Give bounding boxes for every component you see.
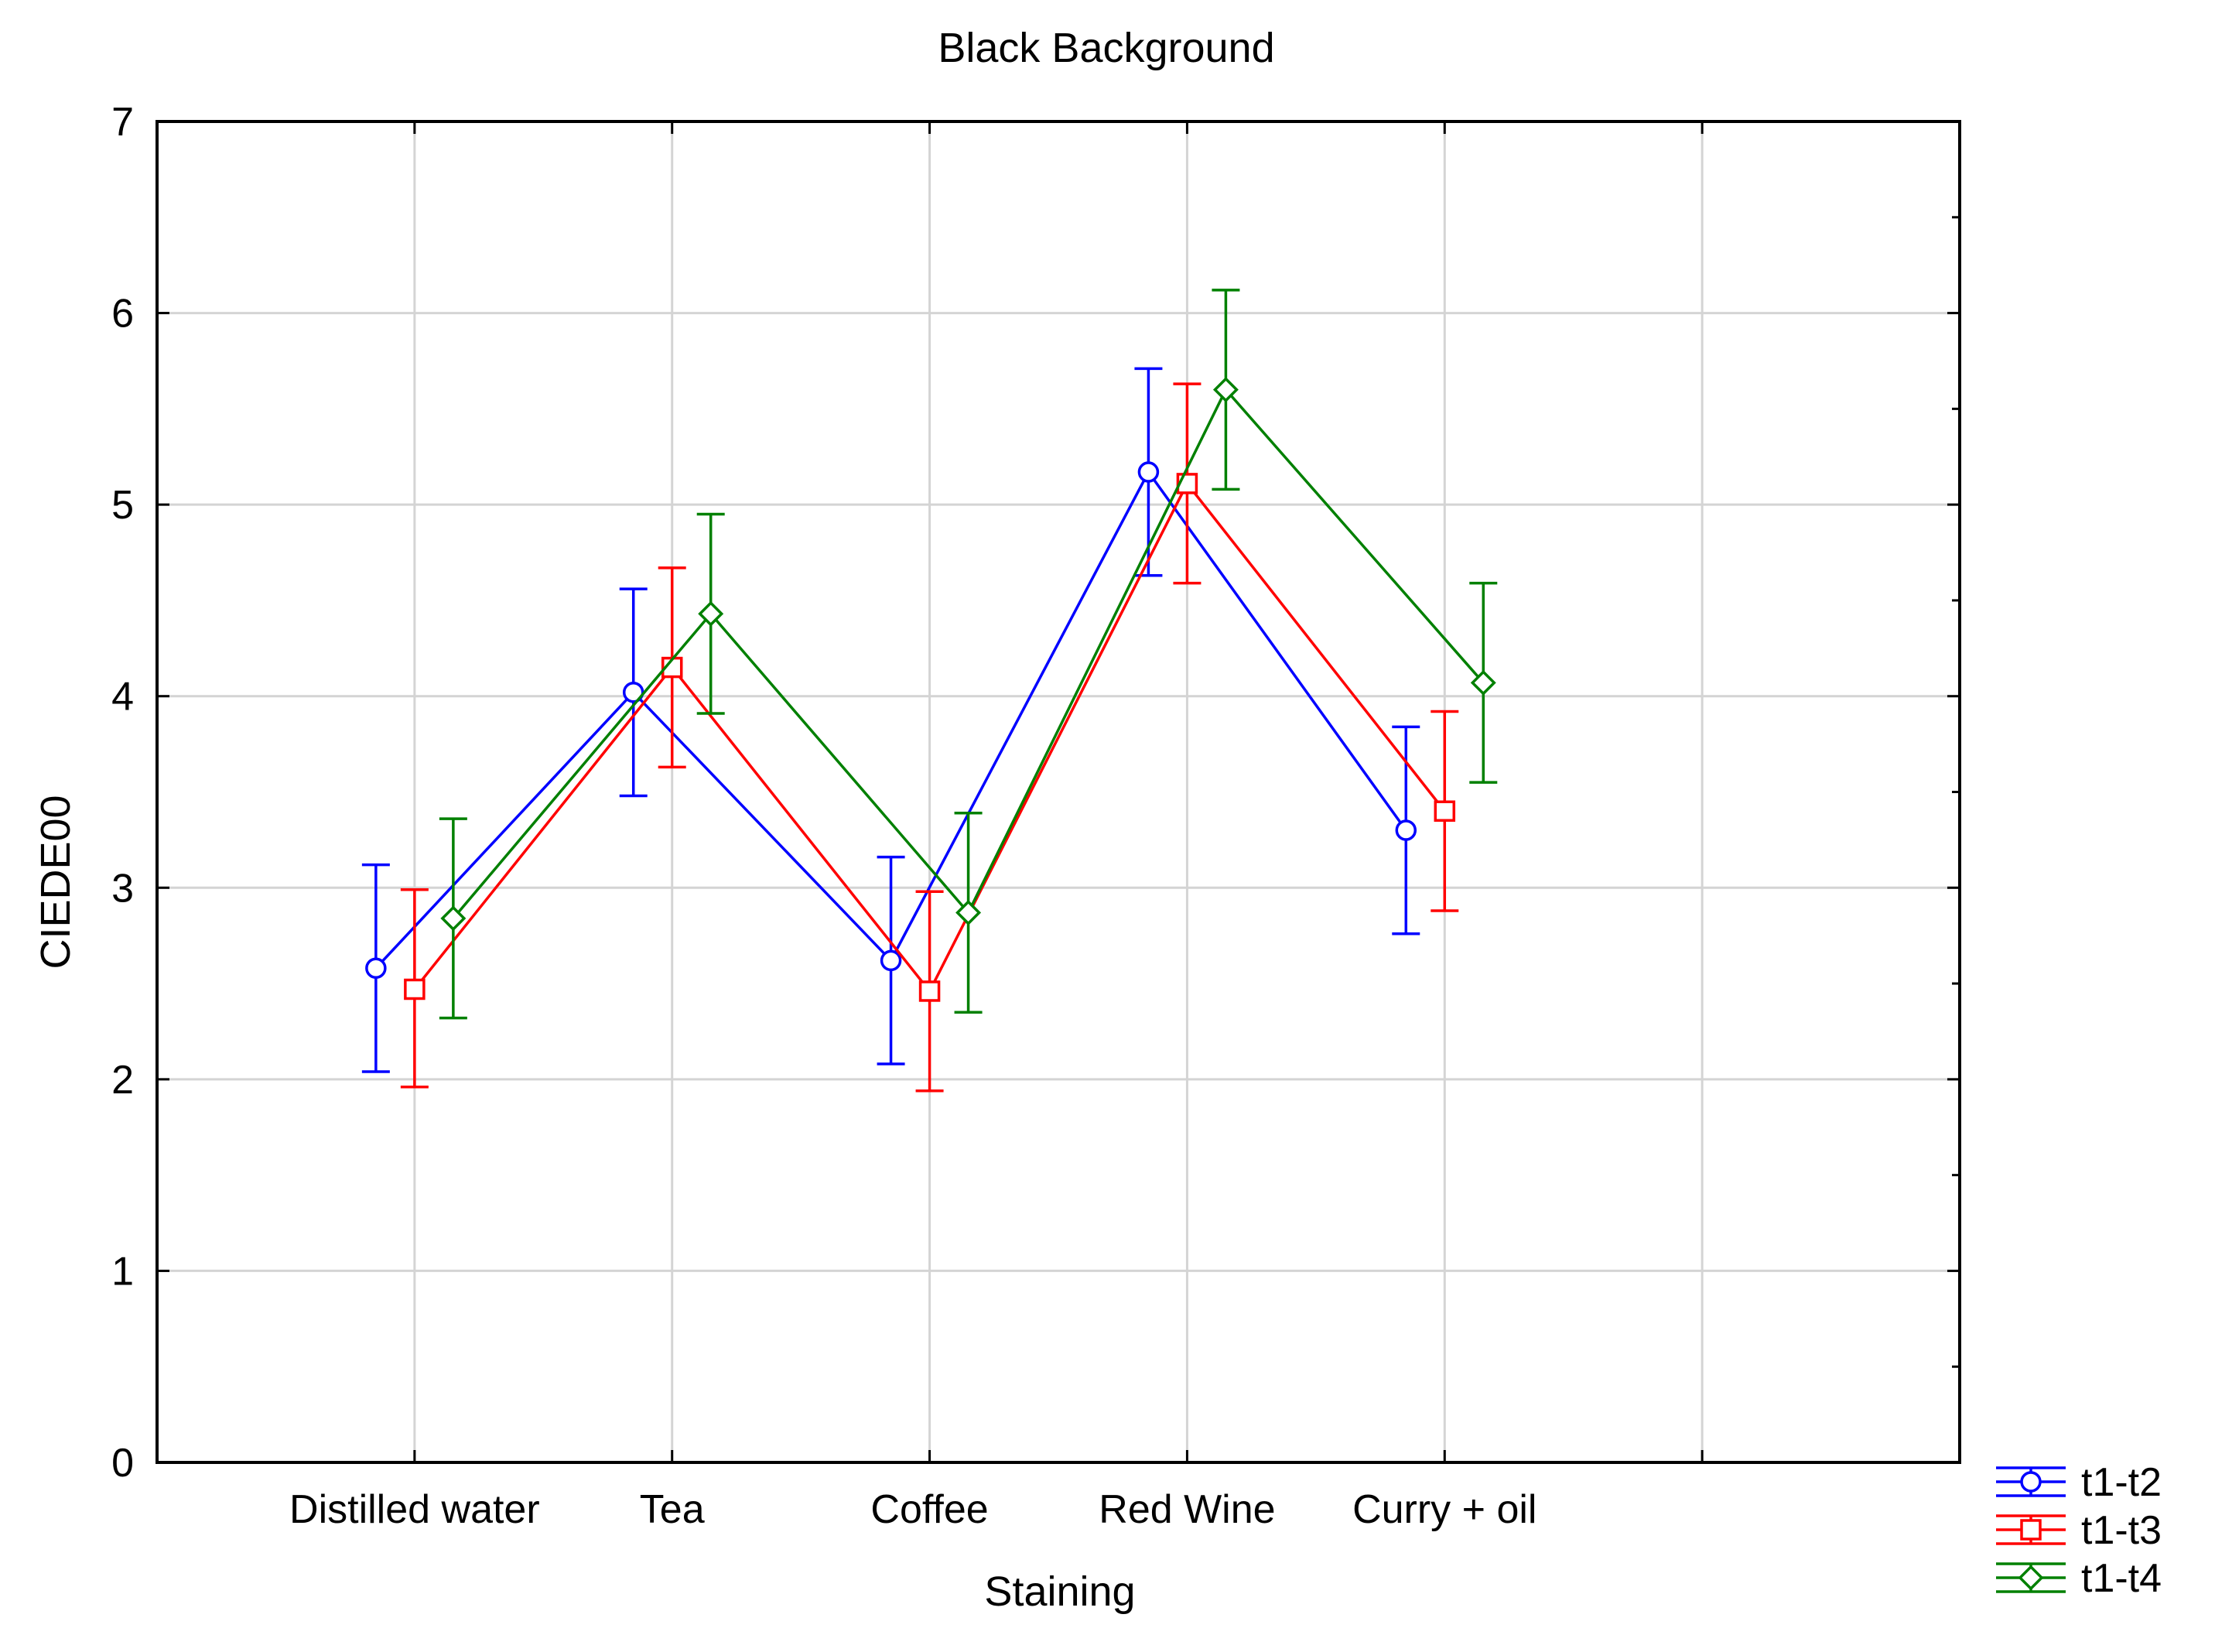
marker-square	[404, 978, 426, 1000]
marker-diamond	[955, 899, 982, 925]
series-t1-t3	[400, 382, 1459, 1093]
axes: 0 1 2 3 4 5 6 7 Distilled water Tea Coffee Red Wine…	[111, 100, 1961, 1532]
plot-frame	[156, 120, 1961, 1464]
y-tick-label: 5	[111, 483, 134, 528]
legend-item: t1-t4	[1996, 1556, 2162, 1601]
marker-square	[1434, 800, 1456, 823]
x-tick-label: Coffee	[870, 1487, 988, 1532]
chart-title: Black Background	[938, 25, 1274, 71]
marker-circle	[880, 949, 902, 972]
y-tick-label: 3	[111, 866, 134, 911]
y-tick-label: 2	[111, 1058, 134, 1103]
marker-diamond	[440, 905, 467, 932]
series-t1-t2	[361, 367, 1420, 1073]
x-tick-label: Tea	[640, 1487, 705, 1532]
marker-diamond	[2018, 1565, 2044, 1591]
series-t1-t4	[439, 289, 1498, 1020]
marker-diamond	[1212, 377, 1239, 403]
y-tick-label: 0	[111, 1441, 134, 1486]
y-axis-label: CIEDE00	[32, 795, 79, 969]
marker-square	[918, 980, 941, 1002]
grid	[157, 121, 1960, 1462]
legend-label: t1-t3	[2081, 1508, 2162, 1553]
marker-circle	[1137, 461, 1160, 483]
marker-circle	[2020, 1471, 2042, 1493]
legend-item: t1-t2	[1996, 1460, 2162, 1505]
series-group	[361, 289, 1498, 1093]
y-tick-label: 4	[111, 675, 134, 720]
x-tick-label: Curry + oil	[1352, 1487, 1536, 1532]
legend-label: t1-t2	[2081, 1460, 2162, 1505]
y-tick-label: 1	[111, 1249, 134, 1294]
legend-label: t1-t4	[2081, 1556, 2162, 1601]
x-tick-label: Red Wine	[1099, 1487, 1275, 1532]
y-tick-label: 6	[111, 292, 134, 337]
marker-square	[2020, 1519, 2042, 1541]
marker-circle	[365, 957, 387, 980]
x-axis-label: Staining	[984, 1568, 1135, 1615]
legend-item: t1-t3	[1996, 1508, 2162, 1553]
y-tick-label: 7	[111, 100, 134, 145]
marker-diamond	[698, 600, 724, 627]
x-tick-label: Distilled water	[289, 1487, 540, 1532]
marker-circle	[1395, 819, 1417, 841]
marker-diamond	[1470, 669, 1496, 696]
